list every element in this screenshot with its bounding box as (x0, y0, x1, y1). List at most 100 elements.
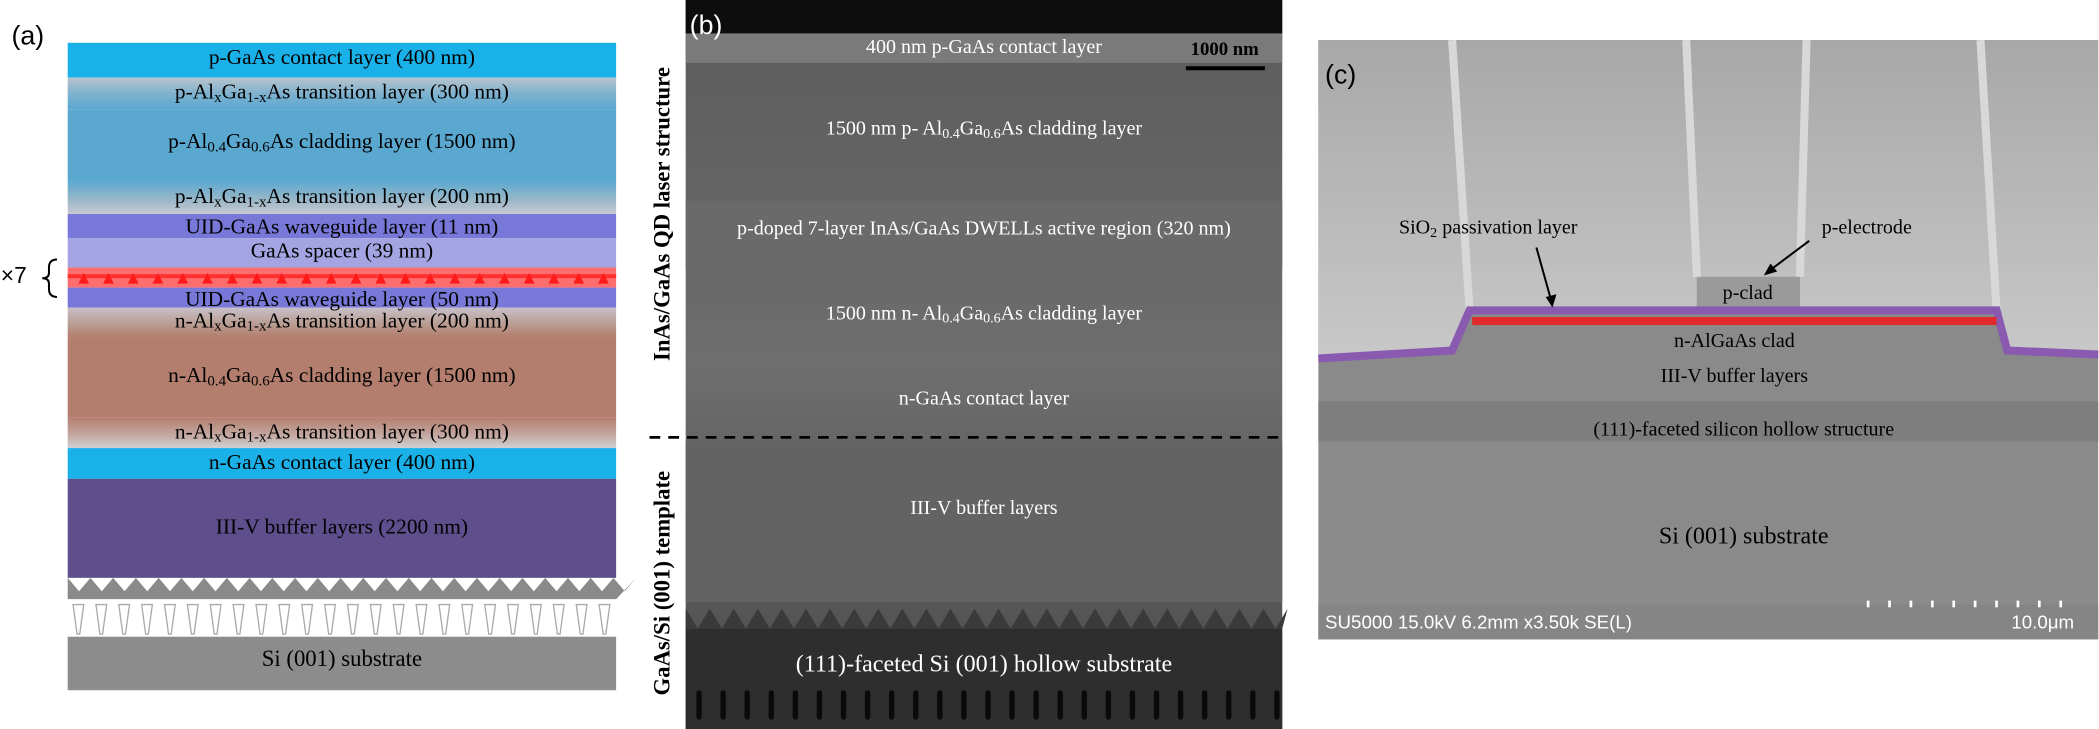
quantum-dot (103, 272, 114, 284)
hollow (864, 690, 871, 720)
hollow (506, 603, 520, 635)
scale-tick (2059, 600, 2063, 608)
quantum-dot (202, 272, 213, 284)
layer-label: n-GaAs contact layer (400 nm) (209, 450, 475, 474)
hollow (1129, 690, 1136, 720)
hollow (323, 603, 337, 635)
layer-label: GaAs spacer (39 nm) (251, 239, 433, 263)
hollow (72, 603, 85, 635)
text-part: passivation layer (1437, 216, 1578, 238)
quantum-dot (474, 272, 486, 284)
hollow (369, 603, 382, 635)
layer-label: n-Al0.4Ga0.6As cladding layer (1500 nm) (168, 363, 516, 390)
subscript: 0.4 (207, 374, 226, 390)
scale-tick (2016, 600, 2020, 608)
hollow (232, 603, 245, 635)
sem-label: p-clad (1723, 282, 1773, 304)
text-part: As cladding layer (1001, 117, 1143, 139)
hollow (1009, 690, 1015, 720)
text-part: n-Al (175, 419, 214, 443)
subscript: x (214, 195, 222, 211)
layer-label: UID-GaAs waveguide layer (11 nm) (185, 215, 498, 239)
scale-tick (1866, 600, 1870, 608)
quantum-dot (424, 272, 436, 284)
text-part: As cladding layer (1500 nm) (270, 129, 516, 153)
quantum-dot (226, 272, 238, 284)
scale-tick (1888, 600, 1891, 608)
subscript: 1-x (247, 90, 267, 106)
subscript: 1-x (247, 319, 267, 335)
text-part: As transition layer (200 nm) (267, 308, 509, 332)
quantum-dot (325, 272, 337, 284)
hollow (415, 603, 428, 635)
text-part: Ga (222, 419, 247, 443)
quantum-dot (400, 272, 411, 284)
quantum-dot (127, 272, 139, 284)
hollow (163, 603, 177, 635)
subscript: 1-x (247, 195, 267, 211)
sem-label: SiO2 passivation layer (1399, 216, 1578, 241)
panel-label: (b) (690, 10, 723, 40)
text-part: p-Al (175, 80, 214, 104)
hollow (278, 603, 291, 635)
text-part: Ga (960, 117, 983, 139)
text-part: Ga (222, 80, 247, 104)
layer-label: n-AlxGa1-xAs transition layer (300 nm) (175, 419, 509, 446)
quantum-dot (251, 272, 263, 284)
hollow (888, 690, 895, 720)
hollow (696, 690, 702, 720)
hollow (1226, 690, 1232, 720)
scale-tick (1952, 600, 1956, 608)
layer-stack (67, 42, 637, 691)
hollow (1201, 690, 1208, 720)
quantum-dot (276, 272, 288, 284)
quantum-dot (177, 272, 189, 284)
layer-label: (111)-faceted Si (001) hollow substrate (796, 652, 1172, 678)
quantum-dot (598, 272, 609, 284)
hollow (1250, 690, 1256, 720)
hollow (209, 603, 222, 635)
subscript: 0.6 (983, 126, 1001, 142)
sem-label: p-electrode (1822, 216, 1912, 238)
hollow (392, 603, 405, 635)
layer-label: 400 nm p-GaAs contact layer (866, 36, 1102, 58)
layer-label: UID-GaAs waveguide layer (50 nm) (185, 287, 499, 311)
side-label: GaAs/Si (001) template (649, 471, 674, 696)
subscript: 0.6 (251, 140, 270, 156)
quantum-dot (78, 272, 90, 284)
hollow (1057, 690, 1063, 720)
hollow (720, 690, 726, 720)
layer-label: 1500 nm p- Al0.4Ga0.6As cladding layer (826, 117, 1143, 142)
text-part: Ga (226, 363, 251, 387)
hollow (575, 603, 588, 635)
hollow (529, 603, 542, 635)
hollow (95, 603, 108, 635)
hollow (598, 603, 611, 635)
layer-label: p-Al0.4Ga0.6As cladding layer (1500 nm) (168, 129, 516, 156)
hollow (346, 603, 359, 635)
subscript: 0.6 (983, 311, 1001, 327)
text-part: Ga (960, 302, 983, 324)
hollow (461, 603, 474, 635)
text-part: p-Al (175, 184, 214, 208)
quantum-dot (499, 272, 510, 284)
text-part: As transition layer (300 nm) (267, 80, 509, 104)
hollow (1177, 690, 1184, 720)
hollow (118, 603, 131, 635)
hollow (483, 603, 497, 635)
hollow (937, 690, 943, 720)
layer-label: III-V buffer layers (2200 nm) (216, 514, 468, 538)
substrate-label: Si (001) substrate (262, 646, 422, 671)
text-part: SiO (1399, 216, 1430, 238)
hollow (186, 603, 199, 635)
hollow (840, 690, 847, 720)
subscript: 0.6 (251, 374, 270, 390)
subscript: 1-x (247, 430, 267, 446)
hollow (301, 603, 314, 635)
subscript: x (214, 430, 222, 446)
text-part: 1500 nm n- Al (826, 302, 943, 324)
text-part: Ga (222, 308, 247, 332)
scale-tick (1930, 600, 1934, 608)
